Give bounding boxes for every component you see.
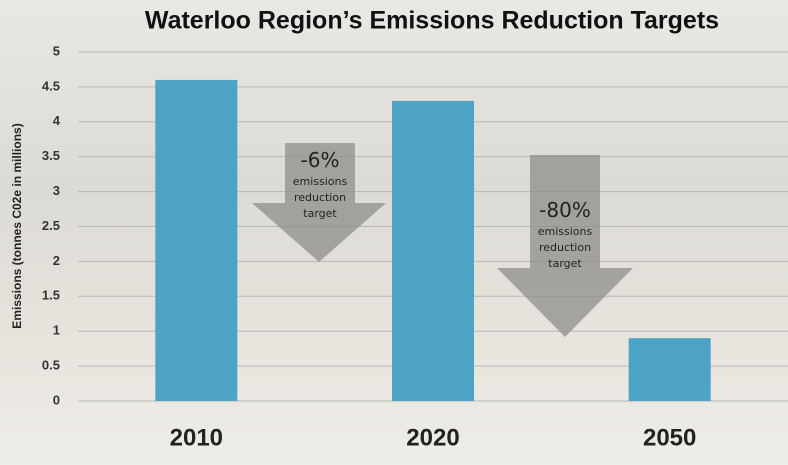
y-tick-label: 1.5 xyxy=(42,288,60,303)
annotation-value: -80% xyxy=(525,198,605,222)
y-tick-label: 2.5 xyxy=(42,218,60,233)
y-tick-label: 0 xyxy=(53,392,60,407)
annotation-text: emissions reduction target xyxy=(290,174,350,222)
annotation: -6% emissions reduction target xyxy=(280,148,360,222)
y-axis-label: Emissions (tonnes C02e in millions) xyxy=(10,123,24,328)
y-tick-label: 5 xyxy=(53,43,60,58)
bar xyxy=(155,80,237,401)
bar xyxy=(392,101,474,401)
bar xyxy=(629,338,711,401)
x-tick-label: 2010 xyxy=(170,424,223,451)
y-tick-label: 1 xyxy=(53,323,60,338)
x-tick-label: 2020 xyxy=(406,424,459,451)
annotation-text: emissions reduction target xyxy=(535,224,595,272)
y-tick-label: 3 xyxy=(53,183,60,198)
annotation-value: -6% xyxy=(280,148,360,172)
y-tick-label: 0.5 xyxy=(42,358,60,373)
y-tick-label: 4.5 xyxy=(42,78,60,93)
y-tick-label: 4 xyxy=(53,113,61,128)
chart-title: Waterloo Region’s Emissions Reduction Ta… xyxy=(145,7,719,35)
chart: Waterloo Region’s Emissions Reduction Ta… xyxy=(0,0,788,465)
y-tick-label: 2 xyxy=(53,253,60,268)
y-tick-label: 3.5 xyxy=(42,148,60,163)
chart-page: Waterloo Region’s Emissions Reduction Ta… xyxy=(0,0,788,465)
annotation: -80% emissions reduction target xyxy=(525,198,605,272)
x-tick-label: 2050 xyxy=(643,424,696,451)
